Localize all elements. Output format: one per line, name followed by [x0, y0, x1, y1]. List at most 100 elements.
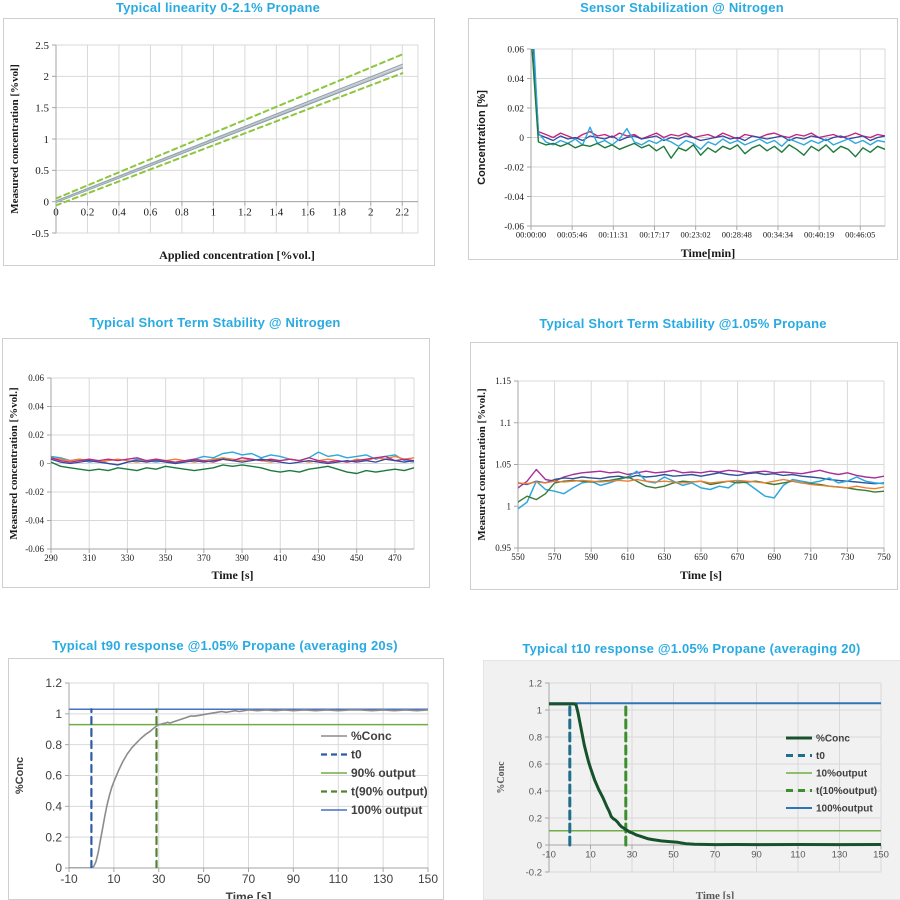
svg-text:1.15: 1.15: [495, 376, 511, 386]
svg-text:t0: t0: [351, 748, 362, 762]
t90-response-chart-panel: -10 10 30 50 70 90 110 130 150 0 0.2 0.4 0.6 0.8 1 1.2 T…: [8, 658, 444, 900]
svg-text:-10: -10: [542, 850, 556, 861]
svg-text:0.2: 0.2: [529, 813, 542, 824]
svg-text:1: 1: [211, 207, 217, 219]
svg-text:110: 110: [329, 872, 348, 886]
svg-text:1.2: 1.2: [238, 207, 252, 219]
svg-text:0.8: 0.8: [175, 207, 189, 219]
svg-text:690: 690: [767, 552, 781, 562]
svg-text:130: 130: [832, 850, 848, 861]
svg-text:Concentration [%]: Concentration [%]: [476, 90, 488, 185]
svg-text:50: 50: [197, 872, 211, 886]
svg-text:550: 550: [511, 552, 525, 562]
stability-propane-chart-title: Typical Short Term Stability @1.05% Prop…: [539, 316, 827, 331]
svg-text:0.5: 0.5: [35, 165, 49, 177]
svg-text:1.8: 1.8: [332, 207, 346, 219]
svg-text:0.2: 0.2: [45, 830, 62, 844]
svg-text:t0: t0: [816, 751, 825, 762]
svg-text:1.4: 1.4: [269, 207, 283, 219]
svg-text:0.04: 0.04: [28, 402, 44, 412]
svg-text:710: 710: [804, 552, 818, 562]
svg-text:%Conc: %Conc: [14, 757, 26, 794]
svg-text:1: 1: [507, 501, 512, 511]
svg-text:Measured concentration [%vol]: Measured concentration [%vol]: [9, 64, 21, 214]
svg-text:-0.06: -0.06: [25, 544, 44, 554]
svg-text:1.5: 1.5: [35, 103, 49, 115]
stability-nitrogen-chart-canvas: 290 310 330 350 370 390 410 430 450 470 0.06 0.04 0.…: [8, 373, 415, 582]
svg-text:0.8: 0.8: [45, 738, 62, 752]
svg-text:1.05: 1.05: [495, 460, 511, 470]
svg-text:1.6: 1.6: [301, 207, 315, 219]
svg-text:-0.02: -0.02: [504, 163, 524, 173]
svg-text:610: 610: [621, 552, 635, 562]
t10-response-chart-panel: -10 10 30 50 70 90 110 130 150 -0.2 0 0.2 0.4 0.6 0.8 1…: [483, 660, 900, 900]
svg-text:10: 10: [107, 872, 121, 886]
svg-text:90% output: 90% output: [351, 766, 416, 780]
svg-text:0.02: 0.02: [28, 430, 44, 440]
svg-text:1.2: 1.2: [45, 676, 62, 690]
svg-text:t(10%output): t(10%output): [816, 786, 877, 797]
svg-text:750: 750: [877, 552, 891, 562]
t90-response-chart-canvas: -10 10 30 50 70 90 110 130 150 0 0.2 0.4 0.6 0.8 1 1.2 T…: [14, 676, 438, 899]
svg-text:0.95: 0.95: [495, 543, 511, 553]
linearity-chart-title: Typical linearity 0-2.1% Propane: [115, 0, 321, 15]
svg-text:1: 1: [44, 134, 50, 146]
svg-text:30: 30: [152, 872, 166, 886]
svg-text:0: 0: [40, 459, 45, 469]
svg-text:290: 290: [44, 553, 58, 563]
svg-text:2: 2: [44, 71, 50, 83]
svg-text:0: 0: [53, 207, 59, 219]
svg-text:2: 2: [368, 207, 374, 219]
svg-text:00:34:34: 00:34:34: [763, 230, 794, 240]
stability-propane-chart-canvas: 550 570 590 610 630 650 670 690 710 730 750 1.15 1.1…: [476, 376, 891, 582]
svg-text:00:05:46: 00:05:46: [557, 230, 587, 240]
svg-text:70: 70: [710, 850, 721, 861]
svg-text:570: 570: [548, 552, 562, 562]
svg-text:%Conc: %Conc: [496, 761, 507, 794]
t90-response-chart-title: Typical t90 response @1.05% Propane (ave…: [52, 638, 398, 653]
svg-text:-0.04: -0.04: [504, 193, 524, 203]
svg-text:0.04: 0.04: [507, 75, 524, 85]
stability-nitrogen-chart-panel: 290 310 330 350 370 390 410 430 450 470 0.06 0.04 0.…: [2, 338, 430, 588]
svg-text:0: 0: [55, 861, 62, 875]
svg-text:0.02: 0.02: [507, 104, 524, 114]
linearity-chart-panel: 0 0.2 0.4 0.6 0.8 1 1.2 1.4 1.6 1.8 2 2.2 -0.5 0 0.5 1 1…: [3, 18, 435, 266]
svg-text:-0.06: -0.06: [504, 222, 524, 232]
svg-text:00:00:00: 00:00:00: [516, 230, 546, 240]
svg-text:430: 430: [312, 553, 326, 563]
svg-text:90: 90: [751, 850, 762, 861]
svg-text:00:46:05: 00:46:05: [845, 230, 875, 240]
svg-text:Measured concentration [%vol.]: Measured concentration [%vol.]: [8, 387, 20, 539]
svg-text:0.2: 0.2: [81, 207, 95, 219]
svg-text:00:23:02: 00:23:02: [681, 230, 711, 240]
svg-text:1: 1: [537, 705, 542, 716]
svg-text:0: 0: [537, 840, 542, 851]
svg-text:Time [s]: Time [s]: [696, 890, 735, 899]
svg-text:450: 450: [350, 553, 364, 563]
svg-text:110: 110: [790, 850, 805, 861]
svg-text:0.06: 0.06: [28, 373, 44, 383]
svg-text:0.4: 0.4: [529, 786, 542, 797]
svg-text:630: 630: [658, 552, 672, 562]
svg-text:330: 330: [121, 553, 135, 563]
svg-text:590: 590: [584, 552, 598, 562]
svg-text:Time [s]: Time [s]: [680, 568, 722, 582]
svg-text:1: 1: [55, 707, 62, 721]
svg-text:-0.2: -0.2: [526, 867, 542, 878]
svg-text:2.5: 2.5: [35, 40, 49, 52]
svg-text:0: 0: [44, 197, 50, 209]
svg-text:%Conc: %Conc: [351, 729, 392, 743]
svg-text:0.6: 0.6: [144, 207, 158, 219]
linearity-chart-canvas: 0 0.2 0.4 0.6 0.8 1 1.2 1.4 1.6 1.8 2 2.2-0.500.511…: [9, 40, 419, 262]
svg-text:470: 470: [388, 553, 402, 563]
svg-text:10%output: 10%output: [816, 769, 868, 780]
svg-text:370: 370: [197, 553, 211, 563]
svg-text:30: 30: [627, 850, 638, 861]
svg-text:Time [s]: Time [s]: [211, 568, 253, 582]
svg-text:130: 130: [373, 872, 393, 886]
svg-text:150: 150: [418, 872, 438, 886]
svg-text:Time[min]: Time[min]: [681, 246, 735, 259]
svg-text:310: 310: [82, 553, 96, 563]
svg-text:%Conc: %Conc: [816, 734, 850, 745]
